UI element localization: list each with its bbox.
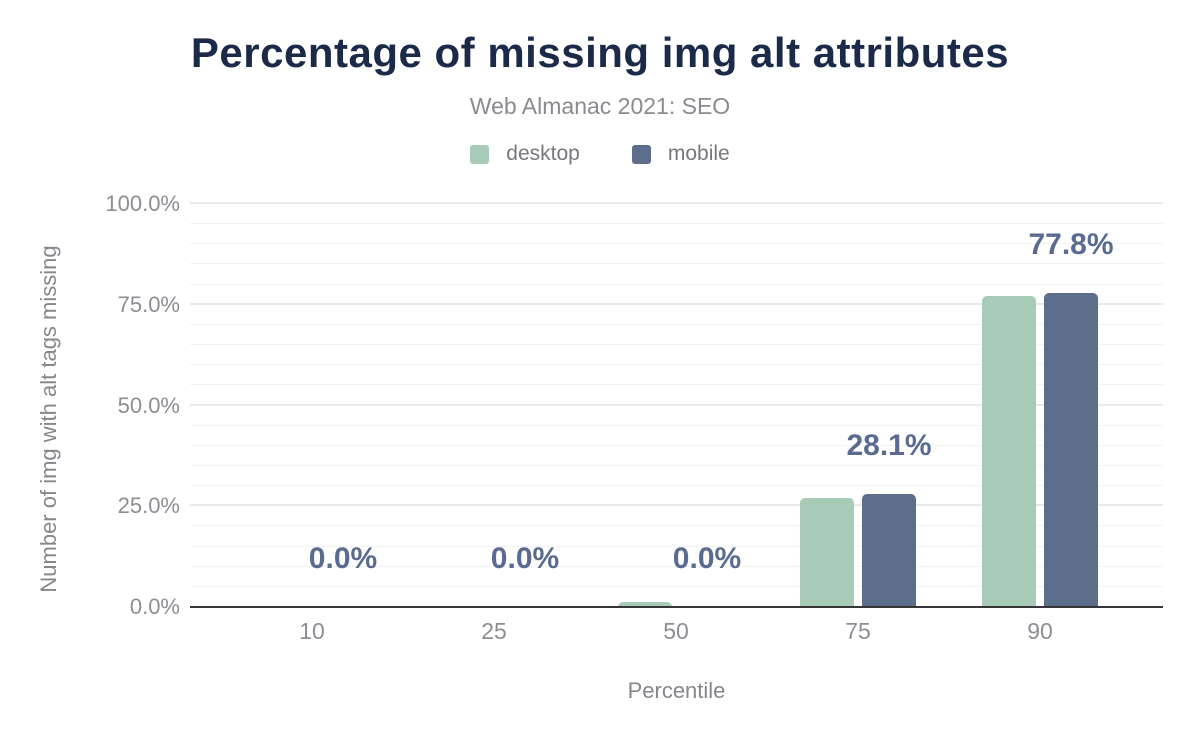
x-tick-label-50: 50: [663, 618, 689, 644]
minor-gridline: [190, 223, 1163, 225]
major-gridline: [190, 302, 1163, 305]
value-label-p75: 28.1%: [846, 428, 932, 462]
bar-desktop-p75[interactable]: [800, 498, 854, 607]
minor-gridline: [190, 323, 1163, 325]
major-gridline: [190, 504, 1163, 507]
minor-gridline: [190, 464, 1163, 466]
y-tick-label: 0.0%: [129, 594, 180, 619]
minor-gridline: [190, 485, 1163, 487]
y-tick-label: 50.0%: [117, 392, 180, 418]
mobile-series-swatch-icon: [631, 144, 651, 164]
x-axis-title: Percentile: [627, 678, 726, 703]
minor-gridline: [190, 344, 1163, 346]
value-label-p25: 0.0%: [490, 542, 560, 575]
legend-label-desktop: desktop: [506, 142, 580, 165]
minor-gridline: [190, 364, 1163, 366]
plot-area: 0.0% 0.0% 0.0% 28.1% 77.8%: [190, 202, 1163, 608]
y-axis-title: Number of img with alt tags missing: [36, 245, 61, 593]
legend: desktop mobile: [0, 142, 1200, 166]
minor-gridline: [190, 545, 1163, 547]
value-label-p50: 0.0%: [672, 542, 742, 575]
x-tick-label-25: 25: [481, 618, 507, 644]
y-tick-label: 25.0%: [117, 493, 180, 519]
bar-mobile-p90[interactable]: [1044, 293, 1098, 607]
minor-gridline: [190, 525, 1163, 527]
minor-gridline: [190, 444, 1163, 446]
legend-item-desktop[interactable]: desktop: [470, 142, 580, 166]
chart-title: Percentage of missing img alt attributes: [190, 29, 1010, 76]
minor-gridline: [190, 565, 1163, 567]
bar-desktop-p50[interactable]: [618, 602, 672, 607]
value-label-p90: 77.8%: [1028, 228, 1114, 262]
bar-desktop-p90[interactable]: [982, 295, 1036, 607]
minor-gridline: [190, 424, 1163, 426]
legend-item-mobile[interactable]: mobile: [631, 142, 730, 166]
minor-gridline: [190, 243, 1163, 245]
minor-gridline: [190, 263, 1163, 265]
legend-label-mobile: mobile: [667, 142, 730, 165]
minor-gridline: [190, 283, 1163, 285]
minor-gridline: [190, 384, 1163, 386]
x-tick-label-10: 10: [299, 618, 325, 644]
x-tick-label-75: 75: [845, 618, 871, 644]
chart-subtitle: Web Almanac 2021: SEO: [469, 93, 731, 119]
y-tick-label: 75.0%: [117, 291, 180, 317]
bar-mobile-p75[interactable]: [862, 493, 916, 607]
minor-gridline: [190, 585, 1163, 587]
major-gridline: [190, 403, 1163, 406]
major-gridline: [190, 202, 1163, 204]
x-axis-line: [190, 606, 1163, 608]
y-tick-label: 100.0%: [105, 191, 180, 216]
value-label-p10: 0.0%: [308, 542, 378, 575]
desktop-series-swatch-icon: [470, 144, 490, 164]
x-tick-label-90: 90: [1027, 618, 1053, 644]
